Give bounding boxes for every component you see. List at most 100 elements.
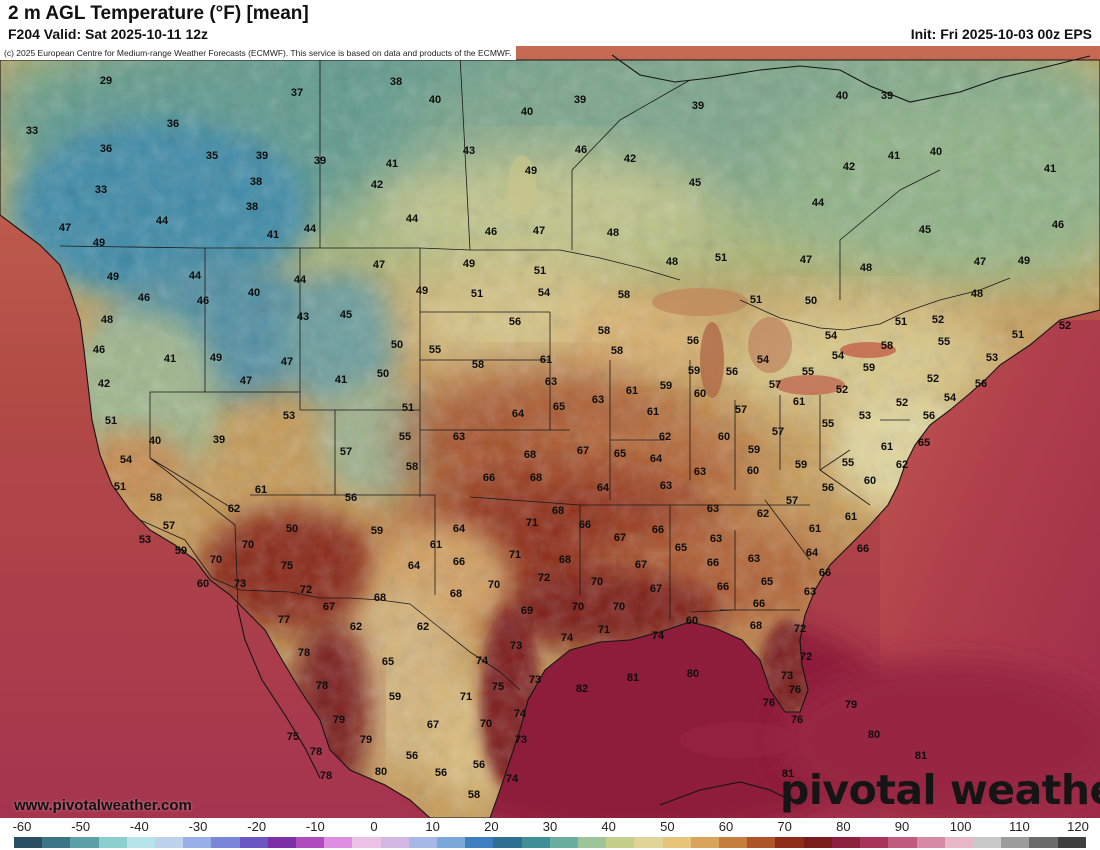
temperature-value: 45 <box>689 177 701 189</box>
temperature-value: 55 <box>938 336 950 348</box>
temperature-value: 37 <box>291 87 303 99</box>
temperature-value: 75 <box>492 681 504 693</box>
lake-erie <box>775 375 845 395</box>
temperature-value: 58 <box>150 492 162 504</box>
temperature-value: 79 <box>333 714 345 726</box>
temperature-value: 74 <box>652 630 665 642</box>
temperature-value: 46 <box>93 344 105 356</box>
temperature-value: 48 <box>971 288 983 300</box>
temperature-value: 55 <box>429 344 441 356</box>
temperature-value: 54 <box>120 454 133 466</box>
temperature-value: 63 <box>804 586 816 598</box>
temperature-value: 54 <box>944 392 957 404</box>
colorbar-swatch <box>437 837 466 848</box>
temperature-value: 41 <box>267 229 279 241</box>
temperature-value: 73 <box>529 674 541 686</box>
colorbar-swatch <box>324 837 353 848</box>
temperature-value: 39 <box>213 434 225 446</box>
colorbar-tick-label: 120 <box>1067 819 1089 834</box>
colorbar-swatch <box>972 837 1002 848</box>
temperature-value: 41 <box>164 353 176 365</box>
temperature-value: 80 <box>687 668 699 680</box>
temperature-value: 80 <box>868 729 880 741</box>
temperature-value: 65 <box>761 576 773 588</box>
temperature-value: 68 <box>530 472 542 484</box>
temperature-value: 56 <box>923 410 935 422</box>
temperature-value: 66 <box>753 598 765 610</box>
colorbar-swatch <box>944 837 973 848</box>
temperature-value: 67 <box>650 583 662 595</box>
colorbar-tick-label: 20 <box>484 819 499 834</box>
colorbar-swatch <box>70 837 99 848</box>
temperature-value: 46 <box>138 292 150 304</box>
map-header: 2 m AGL Temperature (°F) [mean] F204 Val… <box>0 0 1100 46</box>
temperature-value: 49 <box>525 165 537 177</box>
temperature-value: 63 <box>453 431 465 443</box>
temperature-value: 58 <box>881 340 893 352</box>
lake-ontario <box>840 342 896 358</box>
temperature-value: 61 <box>845 511 857 523</box>
temperature-value: 59 <box>660 380 672 392</box>
temperature-value: 70 <box>210 554 222 566</box>
temperature-value: 60 <box>747 465 759 477</box>
temperature-value: 52 <box>927 373 939 385</box>
temperature-value: 41 <box>335 374 347 386</box>
temperature-value: 70 <box>480 718 492 730</box>
temperature-value: 72 <box>300 584 312 596</box>
temperature-value: 62 <box>896 459 908 471</box>
website-label[interactable]: www.pivotalweather.com <box>14 797 192 814</box>
colorbar-tick-label: 30 <box>542 819 558 834</box>
temperature-value: 47 <box>800 254 812 266</box>
temperature-map[interactable]: 29 38 37 40 39 39 40 39 40 36 33 36 35 39 39 41 43 46 42 42… <box>0 46 1100 818</box>
temperature-value: 53 <box>139 534 151 546</box>
temperature-value: 60 <box>694 388 706 400</box>
temperature-value: 71 <box>526 517 538 529</box>
temperature-value: 47 <box>533 225 545 237</box>
temperature-value: 81 <box>627 672 639 684</box>
colorbar-tick-label: -60 <box>12 819 32 834</box>
temperature-value: 35 <box>206 150 218 162</box>
temperature-value: 63 <box>710 533 722 545</box>
colorbar-ticks: -60 -50 -40 -30 -20 -10 0 10 20 30 40 50 60 70 80 90 100… <box>0 819 1100 835</box>
temperature-value: 57 <box>772 426 784 438</box>
colorbar-tick-label: 60 <box>718 819 734 834</box>
temperature-value: 40 <box>930 146 942 158</box>
temperature-value: 38 <box>246 201 258 213</box>
colorbar-swatch <box>183 837 212 848</box>
temperature-value: 52 <box>1059 320 1071 332</box>
baja-coast <box>236 604 321 779</box>
temperature-value: 78 <box>320 770 332 782</box>
temperature-value: 56 <box>726 366 738 378</box>
colorbar-swatch <box>98 837 127 848</box>
temperature-value: 77 <box>278 614 290 626</box>
temperature-value: 66 <box>483 472 495 484</box>
temperature-value: 46 <box>485 226 497 238</box>
temperature-value: 33 <box>26 125 38 137</box>
temperature-value: 68 <box>374 592 386 604</box>
temperature-value: 71 <box>598 624 610 636</box>
temperature-value: 76 <box>763 697 775 709</box>
temperature-value: 61 <box>647 406 659 418</box>
colorbar-swatch <box>267 837 297 848</box>
us-canada-border-east <box>739 277 1011 331</box>
colorbar-tick-label: 90 <box>894 819 910 834</box>
temperature-value: 58 <box>468 789 480 801</box>
province-borders <box>319 54 941 300</box>
temperature-value: 74 <box>514 708 527 720</box>
temperature-value: 74 <box>506 773 519 785</box>
colorbar-swatch <box>690 837 720 848</box>
temperature-value: 29 <box>100 75 112 87</box>
temperature-value: 57 <box>340 446 352 458</box>
temperature-value: 81 <box>782 768 794 780</box>
temperature-value: 73 <box>510 640 522 652</box>
temperature-value: 36 <box>167 118 179 130</box>
temperature-value: 65 <box>918 437 930 449</box>
temperature-value: 58 <box>472 359 484 371</box>
temperature-colorbar: -60 -50 -40 -30 -20 -10 0 10 20 30 40 50 60 70 80 90 100… <box>0 818 1100 850</box>
temperature-value: 67 <box>427 719 439 731</box>
temperature-value: 64 <box>597 482 610 494</box>
colorbar-tick-label: 70 <box>777 819 792 834</box>
temperature-value: 79 <box>845 699 857 711</box>
colorbar-swatch <box>1029 837 1058 848</box>
colorbar-tick-label: 10 <box>425 819 440 834</box>
